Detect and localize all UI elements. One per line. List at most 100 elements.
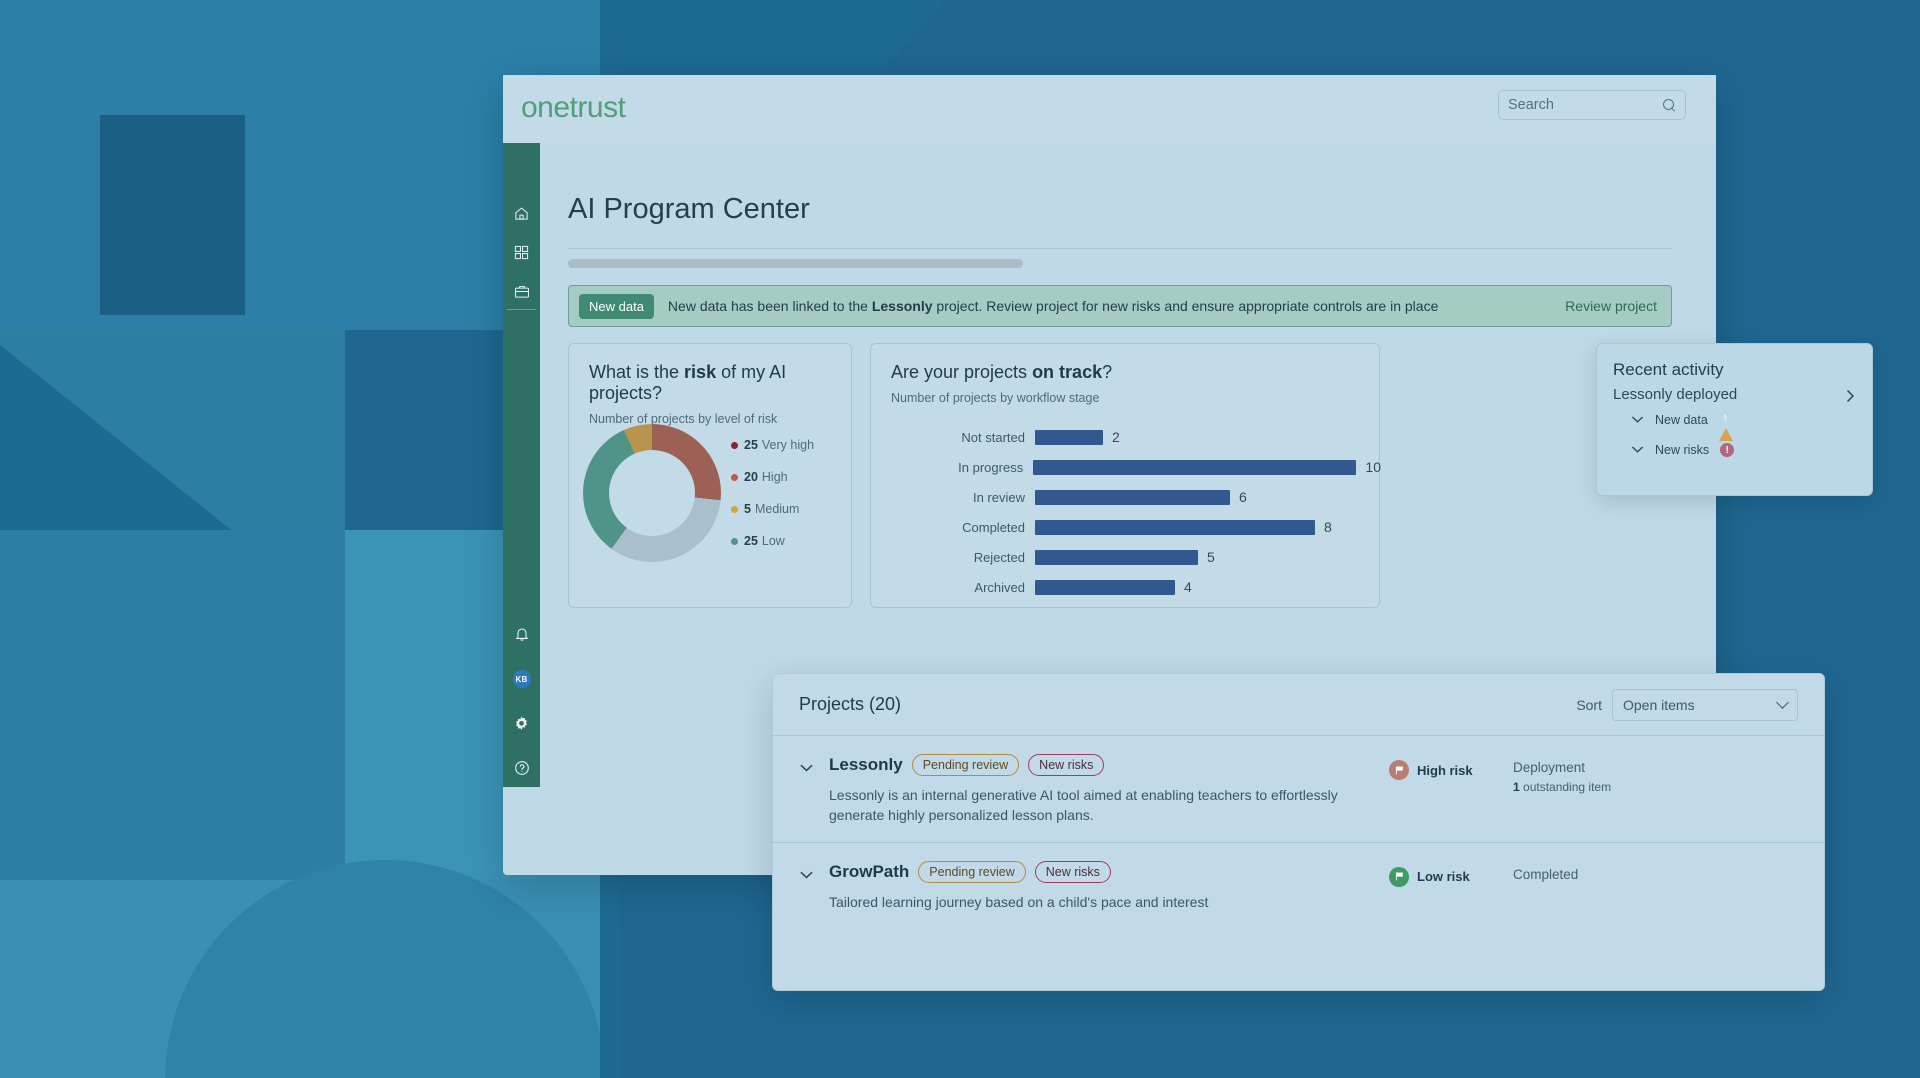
status-badge-pending-review: Pending review — [918, 860, 1026, 883]
expand-toggle[interactable] — [799, 754, 829, 778]
outstanding-items: 1 outstanding item — [1513, 780, 1612, 794]
legend-value: 5 — [744, 502, 751, 516]
bg-shape — [0, 0, 100, 330]
top-bar: onetrust Search — [503, 75, 1716, 143]
banner-project-name: Lessonly — [871, 298, 933, 314]
legend-dot-medium — [731, 505, 738, 513]
project-row[interactable]: GrowPath Pending review New risks Tailored … — [773, 843, 1824, 928]
legend-item: 20 High — [731, 461, 814, 493]
project-stage: Deployment 1 outstanding item — [1513, 760, 1611, 794]
recent-activity-panel: Recent activity Lessonly deployed New da… — [1596, 343, 1873, 496]
recent-activity-label: New risks — [1655, 443, 1710, 457]
projects-heading: Projects (20) — [799, 694, 902, 714]
search-placeholder: Search — [1508, 97, 1554, 113]
chevron-down-icon — [799, 867, 814, 884]
sidebar-item-account[interactable]: KB — [503, 666, 540, 692]
recent-activity-title: Recent activity — [1613, 360, 1724, 379]
bar-value: 4 — [1184, 579, 1192, 595]
bar-row: In progress 10 — [871, 452, 1381, 482]
project-name[interactable]: GrowPath — [829, 861, 910, 881]
risk-card-subtitle: Number of projects by level of risk — [589, 412, 778, 426]
sidebar-item-help[interactable] — [503, 755, 540, 781]
bar-value: 8 — [1324, 519, 1332, 535]
recent-activity-row-new-risks[interactable]: New risks ! — [1597, 437, 1872, 463]
projects-divider — [773, 735, 1824, 736]
project-main: Lessonly Pending review New risks Lessonly … — [829, 754, 1389, 826]
project-description: Tailored learning journey based on a chi… — [829, 893, 1209, 910]
track-card-subtitle: Number of projects by workflow stage — [891, 391, 1100, 405]
bar-value: 10 — [1365, 459, 1381, 475]
risk-indicator: Low risk — [1389, 866, 1513, 887]
grid-icon — [514, 245, 529, 260]
risk-label: High risk — [1417, 762, 1473, 778]
sidebar-item-notifications[interactable] — [503, 621, 540, 647]
title-divider — [568, 248, 1672, 249]
sort-label: Sort — [1576, 696, 1602, 713]
risk-title-before: What is the — [589, 362, 685, 382]
projects-header: Projects (20) Sort Open items — [773, 674, 1824, 735]
legend-dot-very-high — [731, 441, 738, 449]
track-title-after: ? — [1102, 362, 1113, 382]
legend-item: 25 Very high — [731, 429, 814, 461]
project-name[interactable]: Lessonly — [829, 755, 903, 774]
legend-item: 25 Low — [731, 525, 814, 557]
flag-icon — [1389, 866, 1409, 887]
status-badge-new-risks: New risks — [1034, 860, 1111, 883]
bar-label: Completed — [962, 519, 1025, 535]
gear-icon — [513, 715, 530, 732]
donut-ring — [583, 424, 721, 562]
error-circle-icon: ! — [1720, 443, 1735, 457]
sidebar-item-projects[interactable] — [503, 278, 540, 304]
bar-row: Archived 4 — [871, 572, 1381, 602]
legend-label: Low — [761, 534, 785, 548]
recent-activity-label: New data — [1655, 413, 1708, 427]
recent-activity-row-new-data[interactable]: New data — [1597, 407, 1872, 441]
bar-row: In review 6 — [871, 482, 1381, 512]
stage-label: Deployment — [1513, 760, 1586, 775]
legend-label: Very high — [761, 438, 815, 452]
legend-label: Medium — [754, 502, 800, 516]
review-project-link[interactable]: Review project — [1565, 298, 1657, 314]
flag-icon — [1389, 760, 1409, 780]
stage-label: Completed — [1513, 866, 1579, 882]
sidebar-item-settings[interactable] — [503, 710, 540, 736]
onetrust-logo: onetrust — [521, 91, 626, 124]
bar — [1033, 459, 1357, 475]
search-input[interactable]: Search — [1498, 90, 1686, 120]
bar-row: Not started 2 — [871, 422, 1381, 452]
chevron-down-icon — [1776, 696, 1789, 709]
home-icon — [514, 206, 529, 221]
workflow-bar-chart: Not started 2 In progress 10 In review 6 Compl… — [871, 422, 1381, 602]
project-stage: Completed — [1513, 867, 1578, 882]
project-side: Low risk Completed — [1389, 861, 1578, 887]
legend-item: 5 Medium — [731, 493, 814, 525]
risk-label: Low risk — [1417, 869, 1470, 885]
recent-activity-subtitle: Lessonly deployed — [1613, 386, 1738, 403]
sort-dropdown[interactable]: Open items — [1612, 688, 1798, 721]
notification-banner: New data New data has been linked to the… — [568, 285, 1672, 327]
chevron-right-icon[interactable] — [1845, 388, 1856, 409]
bar-value: 2 — [1112, 429, 1120, 445]
bell-icon — [514, 626, 530, 642]
new-data-badge: New data — [579, 293, 654, 319]
bar-label: Rejected — [973, 549, 1025, 565]
project-description: Lessonly is an internal generative AI to… — [829, 787, 1338, 824]
track-card-title: Are your projects on track? — [871, 344, 1379, 383]
status-badge-new-risks: New risks — [1028, 754, 1105, 776]
expand-toggle[interactable] — [799, 861, 829, 885]
bar — [1035, 549, 1198, 565]
help-icon — [514, 760, 530, 776]
left-nav-rail: KB — [503, 143, 540, 787]
bar-value: 6 — [1239, 489, 1247, 505]
chevron-down-icon — [1631, 411, 1644, 429]
project-side: High risk Deployment 1 outstanding item — [1389, 754, 1611, 794]
bar-row: Completed 8 — [871, 512, 1381, 542]
sidebar-item-home[interactable] — [503, 200, 540, 226]
risk-donut-chart — [583, 424, 721, 562]
bar — [1035, 429, 1103, 445]
project-row[interactable]: Lessonly Pending review New risks Lessonly … — [773, 736, 1824, 842]
briefcase-icon — [514, 284, 530, 299]
track-title-before: Are your projects — [891, 362, 1033, 382]
legend-value: 20 — [744, 470, 758, 484]
sidebar-item-apps[interactable] — [503, 239, 540, 265]
